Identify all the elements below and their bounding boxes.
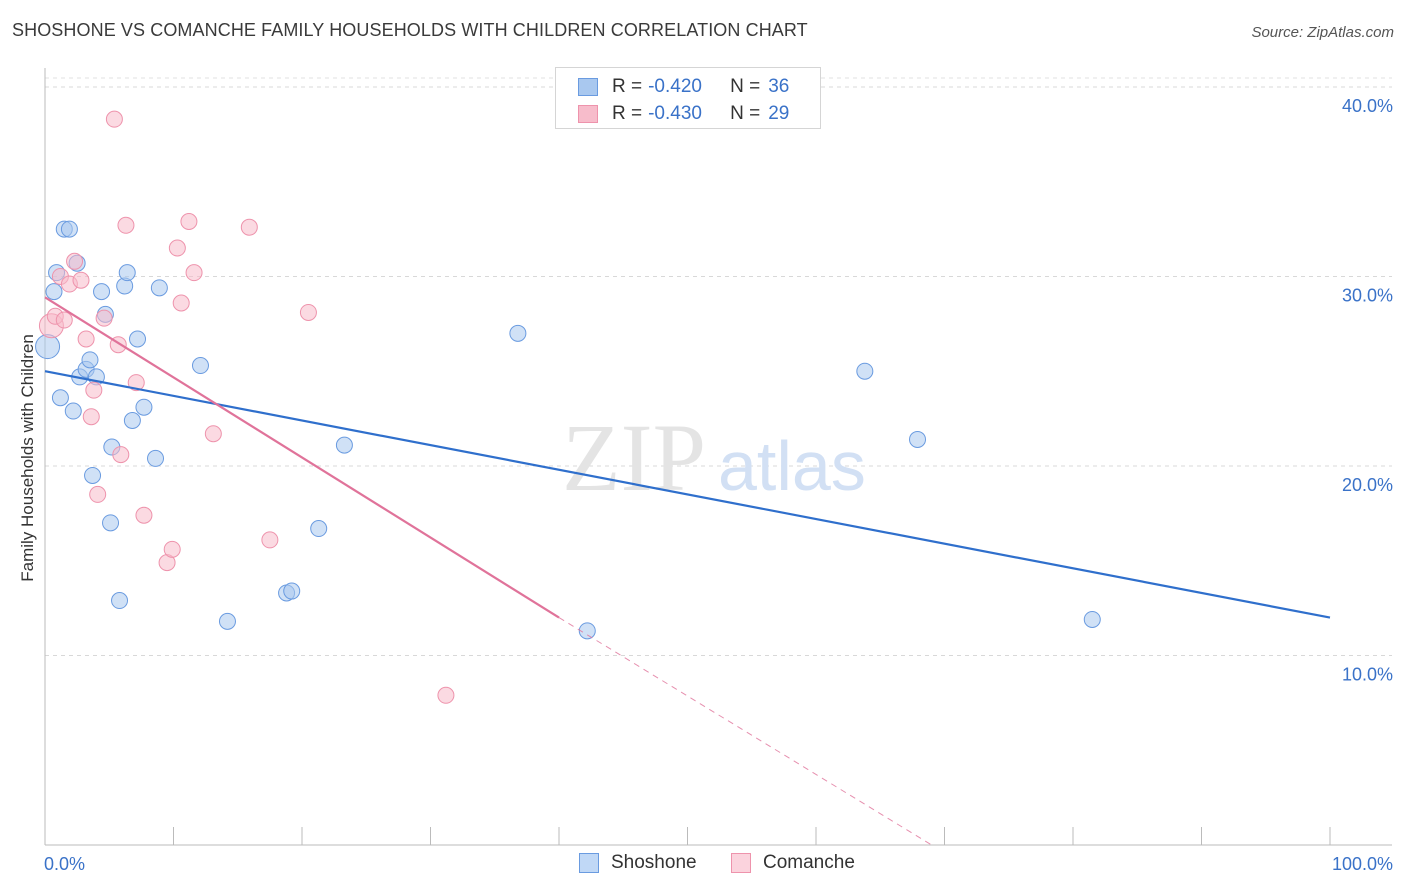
shoshone-point <box>335 436 353 454</box>
watermark-zip: ZIP <box>562 404 706 511</box>
series-legend-label: Shoshone <box>611 852 697 873</box>
comanche-point <box>77 330 95 348</box>
shoshone-point <box>191 357 209 375</box>
legend-n-value: 36 <box>768 76 790 97</box>
comanche-trend-line <box>44 296 560 619</box>
chart-title: SHOSHONE VS COMANCHE FAMILY HOUSEHOLDS W… <box>12 20 808 40</box>
shoshone-point <box>81 351 99 369</box>
source-label: Source: ZipAtlas.com <box>1251 24 1394 41</box>
series-legend-comanche[interactable]: Comanche <box>731 852 855 874</box>
comanche-point <box>185 264 203 282</box>
comanche-point <box>172 294 190 312</box>
comanche-point <box>168 239 186 257</box>
comanche-point <box>55 311 73 329</box>
comanche-point <box>117 216 135 234</box>
comanche-point <box>82 408 100 426</box>
comanche-point <box>105 110 123 128</box>
legend-r-label: R = <box>612 103 643 124</box>
shoshone-point <box>118 264 136 282</box>
watermark: ZIP atlas <box>562 404 866 511</box>
y-tick-label: 10.0% <box>1342 664 1393 684</box>
shoshone-point <box>310 520 328 538</box>
shoshone-point <box>64 402 82 420</box>
comanche-point <box>66 252 84 270</box>
comanche-point <box>85 381 103 399</box>
grid-layer <box>45 77 1392 656</box>
comanche-point <box>204 425 222 443</box>
y-axis-label: Family Households with Children <box>18 334 37 582</box>
shoshone-point <box>60 220 78 238</box>
comanche-swatch <box>731 853 751 873</box>
comanche-point <box>180 213 198 231</box>
x-tick-label: 100.0% <box>1332 854 1393 874</box>
y-tick-label: 20.0% <box>1342 475 1393 495</box>
comanche-point <box>95 309 113 327</box>
legend-r-value: -0.430 <box>648 103 702 124</box>
comanche-point <box>437 686 455 704</box>
correlation-legend: R = -0.420 N = 36 R = -0.430 N = 29 <box>555 67 821 129</box>
y-tick-label: 30.0% <box>1342 285 1393 305</box>
shoshone-point <box>93 283 111 301</box>
shoshone-point <box>123 411 141 429</box>
shoshone-point <box>84 466 102 484</box>
comanche-trend-extension <box>558 617 932 846</box>
shoshone-point <box>509 324 527 342</box>
shoshone-point <box>102 514 120 532</box>
series-legend-shoshone[interactable]: Shoshone <box>579 852 697 874</box>
legend-row-comanche: R = -0.430 N = 29 <box>578 103 789 125</box>
comanche-point <box>112 446 130 464</box>
legend-n-label: N = <box>730 76 761 97</box>
comanche-point <box>240 218 258 236</box>
legend-n-label: N = <box>730 103 761 124</box>
comanche-point <box>135 506 153 524</box>
shoshone-point <box>129 330 147 348</box>
legend-r-label: R = <box>612 76 643 97</box>
shoshone-swatch <box>579 853 599 873</box>
axis-labels: 10.0% 20.0% 30.0% 40.0% 0.0% 100.0% <box>44 96 1393 874</box>
comanche-point <box>89 485 107 503</box>
series-legend-label: Comanche <box>763 852 855 873</box>
shoshone-point <box>856 362 874 380</box>
comanche-swatch <box>578 105 598 123</box>
shoshone-point <box>35 334 61 360</box>
shoshone-point <box>1083 610 1101 628</box>
shoshone-point <box>218 612 236 630</box>
shoshone-point <box>111 592 129 610</box>
series-legend: Shoshone Comanche <box>0 852 1406 876</box>
shoshone-point <box>578 622 596 640</box>
shoshone-trend-line <box>44 370 1331 619</box>
comanche-point <box>163 540 181 558</box>
shoshone-point <box>147 449 165 467</box>
axis-layer <box>44 68 1392 846</box>
comanche-point <box>72 271 90 289</box>
shoshone-point <box>150 279 168 297</box>
x-tick-label: 0.0% <box>44 854 85 874</box>
shoshone-point <box>283 582 301 600</box>
legend-row-shoshone: R = -0.420 N = 36 <box>578 76 789 98</box>
comanche-point <box>261 531 279 549</box>
shoshone-point <box>135 398 153 416</box>
legend-r-value: -0.420 <box>648 76 702 97</box>
comanche-point <box>299 303 317 321</box>
comanche-point <box>127 374 145 392</box>
y-tick-label: 40.0% <box>1342 96 1393 116</box>
legend-n-value: 29 <box>768 103 790 124</box>
shoshone-point <box>909 430 927 448</box>
shoshone-point <box>45 283 63 301</box>
watermark-atlas: atlas <box>718 427 866 505</box>
shoshone-point <box>51 389 69 407</box>
shoshone-swatch <box>578 78 598 96</box>
points-layer <box>35 110 1101 704</box>
trend-layer <box>44 296 1331 846</box>
